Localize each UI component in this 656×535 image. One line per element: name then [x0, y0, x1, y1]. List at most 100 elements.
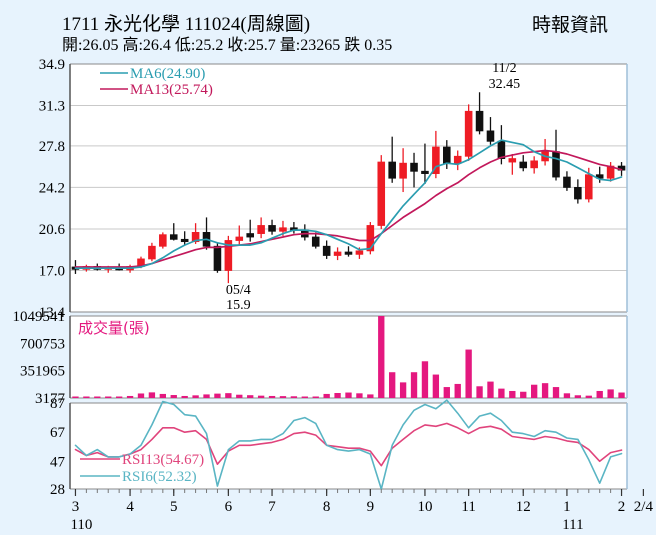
- candle-body: [148, 245, 156, 260]
- volume-bar: [94, 396, 101, 398]
- candle-body: [257, 225, 265, 234]
- volume-y-tick: 351965: [20, 364, 65, 380]
- candle-body: [421, 170, 429, 174]
- volume-bar: [236, 394, 243, 398]
- x-axis-tick: 1: [563, 499, 571, 515]
- source-label: 時報資訊: [532, 15, 609, 36]
- rsi-y-tick: 28: [50, 482, 65, 498]
- price-y-tick: 31.3: [39, 99, 65, 115]
- candle-body: [180, 238, 189, 243]
- volume-bar: [498, 388, 505, 398]
- candle-body: [268, 225, 276, 232]
- quote-summary: 開:26.05 高:26.4 低:25.2 收:25.7 量:23265 跌 0…: [62, 37, 393, 54]
- candle-body: [464, 110, 473, 157]
- ma13-line: [74, 149, 623, 268]
- candle-body: [279, 227, 287, 232]
- price-y-tick: 27.8: [39, 139, 65, 155]
- volume-bar: [312, 396, 319, 398]
- rsi-legend-label: RSI13(54.67): [122, 452, 204, 468]
- candle-body: [377, 161, 386, 226]
- rsi-y-tick: 47: [50, 454, 66, 470]
- candle-body: [497, 140, 506, 159]
- candle-body: [311, 236, 320, 247]
- x-axis-year: 110: [70, 517, 92, 533]
- volume-bar: [356, 393, 363, 398]
- volume-y-tick: 1049541: [13, 309, 66, 325]
- candle-body: [410, 162, 418, 172]
- price-y-tick: 13.4: [39, 305, 66, 321]
- rsi-legend-label: RSI6(52.32): [122, 469, 197, 485]
- chart-header: 1711 永光化學 111024(周線圖) 開:26.05 高:26.4 低:2…: [0, 0, 656, 54]
- candle-body: [388, 161, 396, 179]
- price-annotations: 11/232.45 05/415.9: [226, 61, 520, 313]
- volume-bar: [83, 396, 90, 398]
- volume-bar: [399, 382, 407, 398]
- volume-bar: [203, 394, 210, 398]
- candle-body: [519, 161, 528, 169]
- candle-body: [595, 174, 604, 179]
- volume-bar: [105, 396, 112, 398]
- volume-bar: [432, 374, 440, 398]
- volume-bar: [301, 396, 308, 398]
- candle-body: [246, 233, 254, 238]
- volume-bar: [345, 392, 352, 398]
- volume-bar: [421, 361, 429, 398]
- candle-body: [213, 245, 222, 271]
- page-title: 1711 永光化學 111024(周線圖): [62, 14, 311, 35]
- candle-body: [443, 146, 451, 164]
- volume-bar: [454, 383, 461, 398]
- volume-bar: [115, 396, 123, 398]
- x-axis-tick: 12: [516, 499, 531, 515]
- volume-bar: [247, 395, 254, 398]
- high-annotation-price: 32.45: [489, 77, 521, 92]
- candle-body: [552, 151, 560, 178]
- volume-label: 成交量(張): [78, 319, 150, 337]
- volume-bar: [552, 387, 560, 398]
- candle-body: [344, 251, 353, 255]
- x-axis-tick: 5: [170, 499, 178, 515]
- volume-bar: [290, 396, 298, 398]
- candle-body: [574, 187, 582, 200]
- volume-bar: [465, 349, 472, 398]
- price-legend-label: MA6(24.90): [130, 66, 205, 82]
- volume-bar: [541, 383, 549, 398]
- candle-body: [453, 155, 462, 164]
- high-annotation-date: 11/2: [492, 61, 516, 76]
- volume-panel-label: 成交量(張): [78, 319, 150, 337]
- candle-body: [486, 130, 495, 142]
- rsi-y-tick: 67: [50, 425, 66, 441]
- candle-body: [584, 174, 593, 200]
- volume-bar: [487, 381, 494, 398]
- x-axis-tick: 10: [417, 499, 432, 515]
- low-annotation-price: 15.9: [226, 298, 251, 313]
- x-axis-tick: 2: [618, 499, 626, 515]
- candle-body: [322, 245, 331, 256]
- candle-body: [432, 146, 440, 174]
- candle-body: [563, 176, 571, 188]
- x-axis-tick: 2/4: [634, 499, 654, 515]
- volume-bar: [214, 393, 221, 398]
- x-axis-tick: 3: [72, 499, 80, 515]
- x-axis-tick: 8: [323, 499, 331, 515]
- volume-bar: [389, 372, 396, 398]
- rsi-series: [74, 399, 623, 490]
- volume-bar: [257, 395, 265, 398]
- volume-bar: [126, 395, 134, 398]
- volume-bar: [410, 372, 418, 398]
- moving-average-series: [74, 139, 623, 270]
- volume-series: [72, 316, 625, 398]
- volume-bar: [585, 395, 592, 398]
- candle-body: [475, 110, 484, 132]
- candle-body: [191, 232, 200, 243]
- candle-body: [159, 234, 167, 247]
- rsi-legend: RSI13(54.67)RSI6(52.32): [80, 452, 204, 485]
- price-legend-label: MA13(25.74): [130, 82, 213, 98]
- price-legend: MA6(24.90)MA13(25.74): [100, 66, 213, 98]
- low-annotation-date: 05/4: [226, 283, 251, 298]
- candle-body: [399, 162, 407, 179]
- volume-bar: [509, 390, 516, 398]
- volume-bar: [334, 392, 341, 398]
- volume-bar: [148, 392, 156, 398]
